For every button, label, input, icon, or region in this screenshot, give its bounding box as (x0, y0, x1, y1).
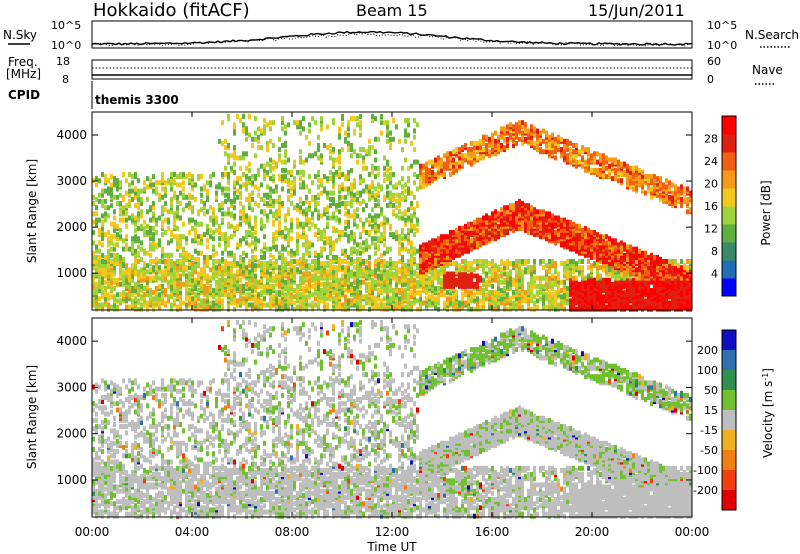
colorbar-swatch (722, 330, 736, 351)
range-tick-label: 4000 (56, 334, 87, 348)
time-tick-label: 16:00 (475, 525, 510, 539)
velocity-heatmap-cells (92, 320, 692, 519)
colorbar-swatch (722, 134, 736, 153)
site-title: Hokkaido (fitACF) (93, 0, 250, 21)
colorbar-tick-label: -50 (700, 444, 718, 457)
cpid-value: themis 3300 (95, 93, 179, 107)
colorbar-swatch (722, 278, 736, 297)
power-heatmap-cells (92, 114, 692, 312)
freq-unit-label: [MHz] (6, 67, 41, 81)
time-axis-label: Time UT (366, 540, 417, 554)
colorbar-swatch (722, 490, 736, 511)
noise-tick-top-left: 10^5 (51, 19, 81, 32)
colorbar-swatch (722, 350, 736, 371)
date-title: 15/Jun/2011 (588, 1, 685, 20)
freq-tick-top: 18 (56, 55, 70, 68)
range-tick-label: 1000 (56, 266, 87, 280)
range-tick-label: 2000 (56, 427, 87, 441)
range-tick-label: 4000 (56, 128, 87, 142)
colorbar-tick-label: -100 (693, 464, 718, 477)
time-tick-label: 20:00 (575, 525, 610, 539)
noise-search-label: N.Search (745, 28, 799, 42)
colorbar-swatch (722, 370, 736, 391)
colorbar-tick-label: 4 (711, 268, 718, 281)
velocity-colorbar: 200 100 50 15 -15 -50 -100 -200 (693, 329, 737, 511)
colorbar-tick-label: -200 (693, 484, 718, 497)
freq-tick-bottom: 8 (62, 73, 69, 86)
time-tick-label: 00:00 (675, 525, 710, 539)
range-tick-label: 1000 (56, 473, 87, 487)
time-tick-label: 00:00 (75, 525, 110, 539)
range-tick-label: 2000 (56, 220, 87, 234)
velocity-panel: 1000 2000 3000 4000 Slant Range [km] Time U… (25, 317, 776, 554)
noise-tick-bottom-right: 10^0 (707, 39, 737, 52)
noise-tick-bottom-left: 10^0 (51, 39, 81, 52)
range-tick-label: 3000 (56, 380, 87, 394)
velocity-colorbar-label: Velocity [m s-1] (761, 368, 776, 458)
noise-sky-line (92, 30, 693, 46)
frequency-panel: Freq. [MHz] 18 8 60 0 Nave (6, 55, 783, 86)
colorbar-swatch (722, 242, 736, 261)
colorbar-tick-label: 24 (704, 155, 718, 168)
colorbar-tick-label: 100 (697, 364, 718, 377)
colorbar-swatch (722, 430, 736, 451)
beam-title: Beam 15 (356, 1, 428, 20)
colorbar-swatch (722, 410, 736, 431)
time-tick-label: 12:00 (375, 525, 410, 539)
colorbar-swatch (722, 152, 736, 171)
noise-search-line (91, 32, 693, 47)
colorbar-swatch (722, 390, 736, 411)
noise-sky-label: N.Sky (3, 28, 37, 42)
colorbar-tick-label: 12 (704, 223, 718, 236)
colorbar-tick-label: 15 (704, 404, 718, 417)
colorbar-tick-label: 16 (704, 200, 718, 213)
colorbar-tick-label: 20 (704, 178, 718, 191)
colorbar-swatch (722, 206, 736, 225)
colorbar-tick-label: 50 (704, 384, 718, 397)
range-tick-label: 3000 (56, 174, 87, 188)
noise-tick-top-right: 10^5 (707, 19, 737, 32)
colorbar-swatch (722, 470, 736, 491)
power-colorbar: 4 8 12 16 20 24 28 (704, 115, 737, 297)
colorbar-swatch (722, 260, 736, 279)
colorbar-tick-label: -15 (700, 424, 718, 437)
colorbar-tick-label: 8 (711, 245, 718, 258)
colorbar-tick-label: 28 (704, 133, 718, 146)
noise-panel: N.Sky 10^5 10^0 10^5 10^0 N.Search (3, 19, 799, 52)
colorbar-swatch (722, 188, 736, 207)
colorbar-swatch (722, 450, 736, 471)
power-ylabel: Slant Range [km] (25, 159, 39, 263)
cpid-panel: CPID themis 3300 (8, 81, 179, 109)
freq-label: Freq. (8, 55, 38, 69)
colorbar-swatch (722, 170, 736, 189)
colorbar-swatch (722, 116, 736, 135)
power-colorbar-label: Power [dB] (759, 180, 773, 245)
power-panel: 1000 2000 3000 4000 Slant Range [km] 4 8 12 16… (25, 111, 773, 312)
time-tick-label: 08:00 (275, 525, 310, 539)
colorbar-tick-label: 200 (697, 344, 718, 357)
nave-label: Nave (752, 63, 783, 77)
velocity-ylabel: Slant Range [km] (25, 365, 39, 469)
nave-tick-bottom: 0 (707, 73, 714, 86)
colorbar-swatch (722, 224, 736, 243)
time-tick-label: 04:00 (175, 525, 210, 539)
nave-tick-top: 60 (707, 55, 721, 68)
cpid-label: CPID (8, 88, 40, 102)
